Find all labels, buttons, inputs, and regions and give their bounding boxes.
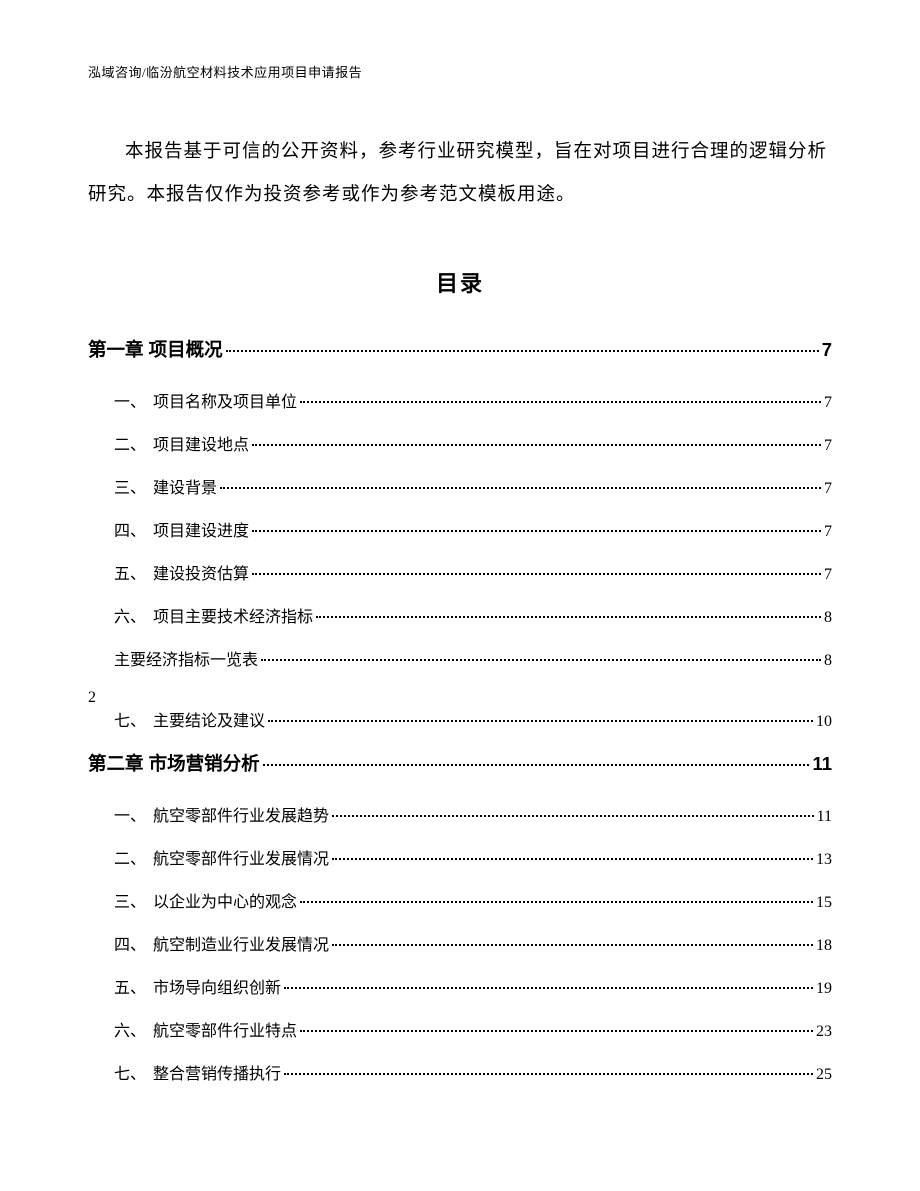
toc-page-number: 7 (824, 523, 832, 541)
toc-item: 四、 航空制造业行业发展情况 18 (88, 931, 832, 955)
toc-item: 三、 建设背景 7 (88, 474, 832, 498)
toc-dots (252, 530, 821, 532)
toc-page-number: 25 (816, 1066, 832, 1084)
toc-item-label: 五、 建设投资估算 (114, 560, 249, 584)
intro-paragraph: 本报告基于可信的公开资料，参考行业研究模型，旨在对项目进行合理的逻辑分析研究。本… (88, 131, 832, 218)
toc-page-number: 23 (816, 1023, 832, 1041)
toc-item: 三、 以企业为中心的观念 15 (88, 888, 832, 912)
toc-item: 二、 项目建设地点 7 (88, 431, 832, 455)
toc-item-label: 四、 项目建设进度 (114, 517, 249, 541)
toc-dots (261, 659, 821, 661)
toc-dots (300, 401, 821, 403)
toc-dots (332, 944, 813, 946)
toc-item: 七、 整合营销传播执行 25 (88, 1060, 832, 1084)
toc-page-number: 18 (816, 937, 832, 955)
toc-item-label: 六、 航空零部件行业特点 (114, 1017, 297, 1041)
toc-item-label: 三、 建设背景 (114, 474, 217, 498)
toc-dots (263, 764, 810, 766)
toc-item-label: 五、 市场导向组织创新 (114, 974, 281, 998)
toc-item-label: 一、 航空零部件行业发展趋势 (114, 802, 329, 826)
page-header: 泓域咨询/临汾航空材料技术应用项目申请报告 (88, 62, 832, 81)
toc-item: 七、 主要结论及建议 10 (88, 707, 832, 731)
toc-dots (284, 1073, 813, 1075)
toc-dots (268, 720, 813, 722)
toc-dots (300, 1030, 813, 1032)
toc-dots (252, 444, 821, 446)
toc-page-number: 8 (824, 652, 832, 670)
toc-page-number: 7 (822, 339, 832, 361)
toc-dots (316, 616, 821, 618)
toc-item: 主要经济指标一览表 8 (88, 646, 832, 670)
toc-dots (252, 573, 821, 575)
toc-item-label: 一、 项目名称及项目单位 (114, 388, 297, 412)
toc-chapter-label: 第一章 项目概况 (88, 336, 223, 362)
toc-page-number: 10 (816, 713, 832, 731)
toc-page-number: 19 (816, 980, 832, 998)
toc-block: 第一章 项目概况 7 一、 项目名称及项目单位 7 二、 项目建设地点 7 三、… (88, 336, 832, 1084)
toc-dots (332, 858, 813, 860)
toc-page-number: 7 (824, 437, 832, 455)
toc-chapter: 第一章 项目概况 7 (88, 336, 832, 362)
toc-item: 六、 航空零部件行业特点 23 (88, 1017, 832, 1041)
toc-page-number: 7 (824, 480, 832, 498)
toc-page-number: 11 (812, 753, 832, 775)
toc-chapter-label: 第二章 市场营销分析 (88, 750, 260, 776)
toc-page-number: 7 (824, 394, 832, 412)
toc-item: 二、 航空零部件行业发展情况 13 (88, 845, 832, 869)
toc-item-label: 三、 以企业为中心的观念 (114, 888, 297, 912)
document-page: 泓域咨询/临汾航空材料技术应用项目申请报告 本报告基于可信的公开资料，参考行业研… (0, 0, 920, 1173)
toc-page-number: 13 (816, 851, 832, 869)
toc-dots (300, 901, 813, 903)
toc-page-number: 11 (817, 808, 832, 826)
toc-page-number: 15 (816, 894, 832, 912)
toc-item: 一、 项目名称及项目单位 7 (88, 388, 832, 412)
toc-item-label: 四、 航空制造业行业发展情况 (114, 931, 329, 955)
toc-item-label: 二、 航空零部件行业发展情况 (114, 845, 329, 869)
toc-page-number: 7 (824, 566, 832, 584)
toc-dots (226, 350, 819, 352)
toc-dots (332, 815, 814, 817)
toc-dots (284, 987, 813, 989)
toc-page-number: 8 (824, 609, 832, 627)
toc-item: 五、 建设投资估算 7 (88, 560, 832, 584)
toc-item: 四、 项目建设进度 7 (88, 517, 832, 541)
toc-chapter: 第二章 市场营销分析 11 (88, 750, 832, 776)
toc-item: 六、 项目主要技术经济指标 8 (88, 603, 832, 627)
toc-item-label: 主要经济指标一览表 (114, 646, 258, 670)
toc-title: 目录 (88, 266, 832, 298)
toc-item-label: 二、 项目建设地点 (114, 431, 249, 455)
toc-item-label: 七、 主要结论及建议 (114, 707, 265, 731)
toc-item: 五、 市场导向组织创新 19 (88, 974, 832, 998)
toc-item: 一、 航空零部件行业发展趋势 11 (88, 802, 832, 826)
toc-dots (220, 487, 821, 489)
toc-item-label: 七、 整合营销传播执行 (114, 1060, 281, 1084)
toc-item-label: 六、 项目主要技术经济指标 (114, 603, 313, 627)
